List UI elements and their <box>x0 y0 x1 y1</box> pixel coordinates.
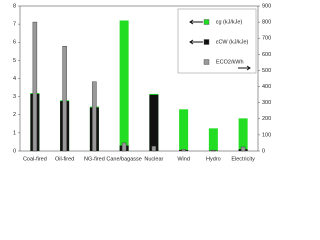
y2-tick-label: 500 <box>262 68 271 74</box>
bar <box>62 46 67 152</box>
bar <box>151 145 157 152</box>
x-tick-label: Oil-fired <box>55 156 74 162</box>
bar <box>121 142 127 152</box>
legend-arrow <box>238 65 251 71</box>
y2-tick-label: 600 <box>262 52 271 58</box>
x-tick-label: Cane/bagasse <box>106 156 141 162</box>
y2-tick-label: 100 <box>262 132 271 138</box>
legend-label: εCW (kJ/kJe) <box>216 39 249 45</box>
y2-tick-label: 200 <box>262 116 271 122</box>
legend-label: εg (kJ/kJe) <box>216 19 242 25</box>
legend-swatch <box>203 39 210 45</box>
bar <box>238 118 248 151</box>
y2-tick-label: 300 <box>262 100 271 106</box>
y-tick-label: 6 <box>13 40 16 46</box>
bar <box>211 149 216 152</box>
y2-tick-label: 900 <box>262 3 271 9</box>
legend-swatch <box>203 59 210 65</box>
y-tick-label: 7 <box>13 22 16 28</box>
chart: 0 1 2 3 4 5 6 7 8 0 100 200 300 400 500 600 700 800 900 Coa… <box>13 3 271 162</box>
bar <box>92 81 97 152</box>
y-tick-label: 1 <box>13 130 16 136</box>
x-tick-label: Electricity <box>231 156 255 162</box>
y-tick-label: 0 <box>13 148 16 154</box>
x-tick-label: Nuclear <box>144 156 163 162</box>
bar <box>32 21 38 152</box>
legend-arrow <box>189 39 203 45</box>
bar <box>179 109 189 151</box>
y2-tick-label: 400 <box>262 84 271 90</box>
bar <box>149 94 159 151</box>
y2-tick-label: 800 <box>262 20 271 26</box>
x-tick-label: Wind <box>177 156 190 162</box>
y-tick-label: 2 <box>13 112 16 118</box>
y2-tick-label: 0 <box>262 148 265 154</box>
legend-swatch <box>203 19 210 25</box>
legend-label: ECO2/kWh <box>216 59 244 65</box>
bar <box>208 128 218 151</box>
y2-tick-label: 700 <box>262 36 271 42</box>
legend-arrow <box>189 19 203 25</box>
x-tick-label: Hydro <box>206 156 221 162</box>
x-tick-label: NG-fired <box>84 156 105 162</box>
y-tick-label: 4 <box>13 76 16 82</box>
y-tick-label: 5 <box>13 58 16 64</box>
y-tick-label: 8 <box>13 3 16 9</box>
y-tick-label: 3 <box>13 94 16 100</box>
bar <box>240 146 246 152</box>
bar <box>119 20 129 151</box>
bar <box>181 149 186 152</box>
x-tick-label: Coal-fired <box>23 156 47 162</box>
